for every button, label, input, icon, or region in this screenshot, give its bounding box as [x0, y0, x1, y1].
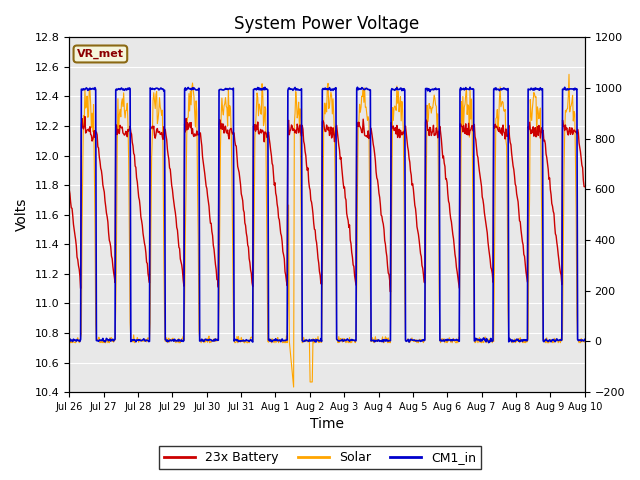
X-axis label: Time: Time [310, 418, 344, 432]
Y-axis label: Volts: Volts [15, 198, 29, 231]
Title: System Power Voltage: System Power Voltage [234, 15, 420, 33]
Text: VR_met: VR_met [77, 49, 124, 59]
Legend: 23x Battery, Solar, CM1_in: 23x Battery, Solar, CM1_in [159, 446, 481, 469]
